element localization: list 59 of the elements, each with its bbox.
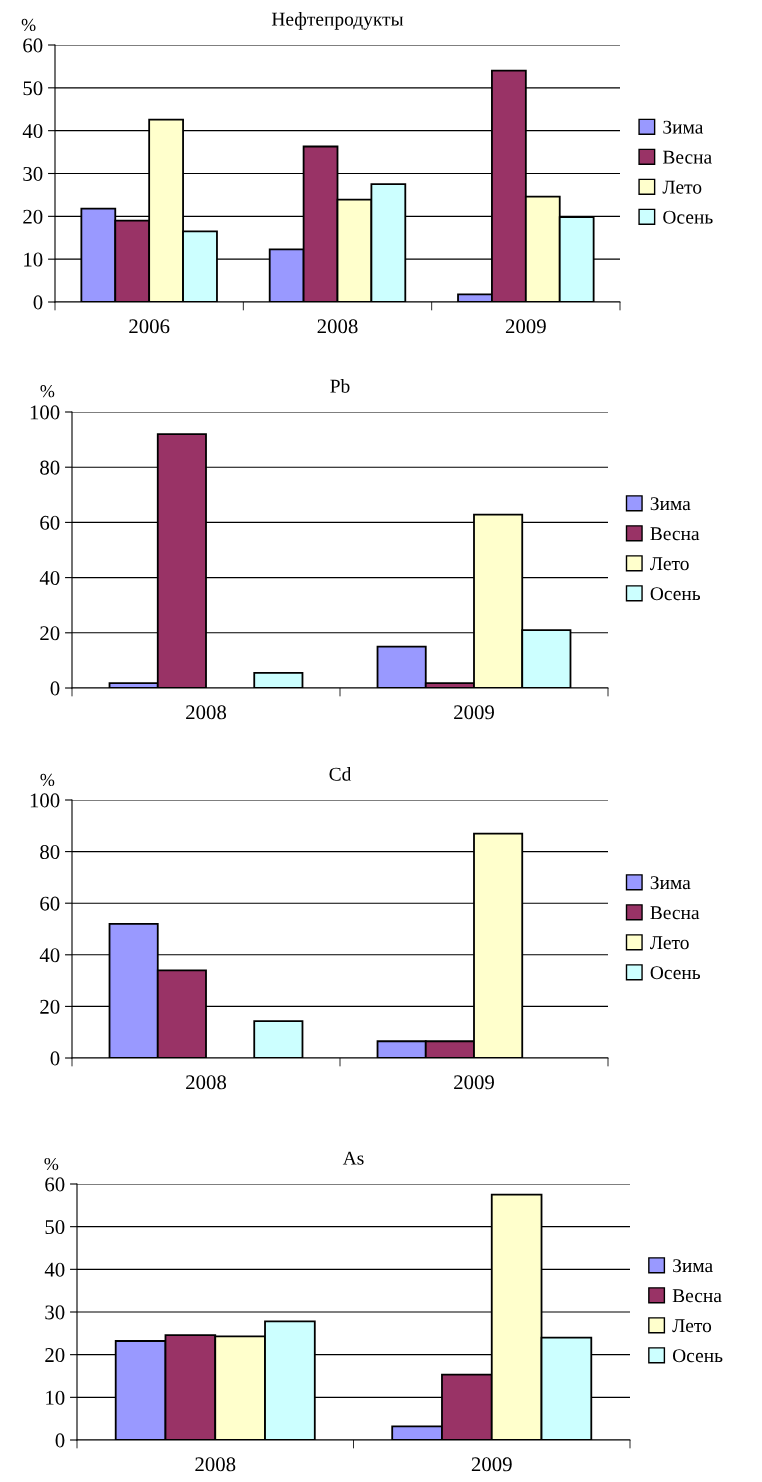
y-tick-label: 60 [40, 896, 60, 911]
y-tick-label: 60 [40, 515, 60, 530]
y-tick-label: 20 [40, 626, 60, 641]
y-tick-label: 0 [55, 1433, 65, 1448]
y-tick-label: 80 [40, 844, 60, 860]
legend-label: Осень [650, 966, 701, 980]
x-tick-label: 2008 [195, 1457, 236, 1472]
chart-title: Pb [330, 379, 350, 393]
chart-title: Нефтепродукты [271, 12, 404, 30]
legend-label: Весна [662, 150, 712, 164]
y-tick-label: 30 [45, 1305, 65, 1320]
y-tick-label: 100 [30, 793, 60, 808]
legend-label: Весна [650, 527, 700, 541]
y-tick-label: 20 [23, 209, 43, 224]
legend-label: Лето [662, 180, 702, 194]
x-tick-label: 2006 [129, 319, 170, 334]
legend-label: Зима [650, 497, 691, 511]
y-tick-label: 100 [30, 405, 60, 420]
legend-label: Осень [663, 210, 713, 224]
y-axis-title: % [21, 18, 36, 32]
x-tick-label: 2008 [186, 1075, 227, 1090]
y-tick-label: 60 [45, 1177, 65, 1192]
y-tick-label: 80 [40, 460, 60, 475]
x-tick-label: 2009 [454, 1075, 494, 1090]
legend-label: Осень [650, 587, 701, 601]
legend-label: Зима [663, 120, 704, 134]
y-axis-title: % [40, 773, 55, 787]
y-tick-label: 0 [50, 1051, 60, 1066]
y-axis-title: % [40, 385, 55, 398]
chart-title: Cd [329, 767, 352, 781]
y-tick-label: 20 [45, 1348, 65, 1363]
y-tick-label: 60 [23, 38, 43, 53]
y-tick-label: 50 [23, 81, 43, 96]
y-axis-title: % [44, 1157, 59, 1171]
x-tick-label: 2009 [471, 1457, 512, 1472]
legend-label: Весна [650, 906, 700, 920]
y-tick-label: 40 [39, 570, 60, 586]
x-tick-label: 2009 [505, 319, 546, 334]
x-tick-label: 2008 [317, 319, 358, 334]
legend-label: Лето [672, 1319, 712, 1333]
y-tick-label: 10 [24, 252, 43, 267]
legend-label: Зима [650, 876, 691, 890]
y-tick-label: 50 [45, 1220, 65, 1235]
chart-title: As [342, 1151, 364, 1165]
legend-label: Лето [650, 936, 689, 950]
legend-label: Осень [672, 1349, 723, 1363]
y-tick-label: 0 [33, 295, 43, 310]
x-tick-label: 2009 [454, 705, 494, 720]
y-tick-label: 40 [44, 1262, 65, 1277]
legend-label: Зима [673, 1259, 713, 1273]
x-tick-label: 2008 [186, 705, 227, 720]
y-tick-label: 0 [50, 681, 60, 696]
legend-label: Весна [672, 1289, 722, 1303]
y-tick-label: 40 [39, 948, 60, 963]
y-tick-label: 30 [23, 166, 43, 181]
y-tick-label: 10 [46, 1390, 65, 1405]
y-tick-label: 40 [22, 124, 43, 139]
legend-label: Лето [650, 557, 689, 571]
y-tick-label: 20 [40, 999, 60, 1014]
